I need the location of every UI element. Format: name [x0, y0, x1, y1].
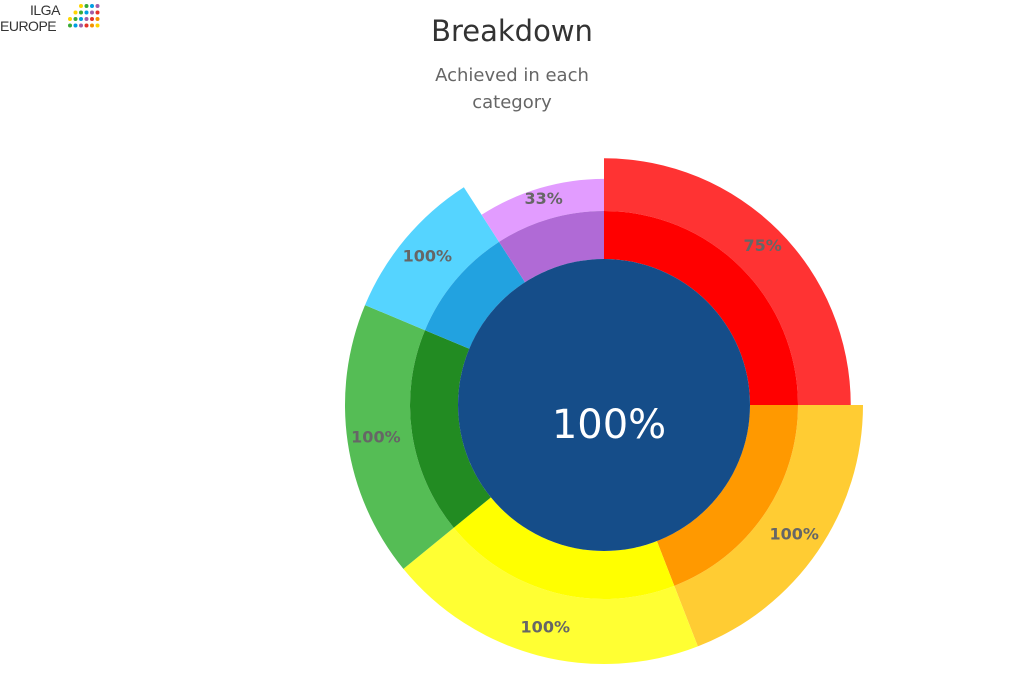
center-label: 100%	[552, 402, 666, 448]
logo-dot	[90, 17, 94, 21]
logo-dot	[73, 10, 78, 15]
segment-label: 33%	[524, 189, 562, 208]
segment-label: 100%	[351, 428, 400, 447]
outer-segment	[403, 527, 698, 665]
logo-dot	[90, 23, 94, 28]
logo-dot	[79, 4, 83, 8]
logo-dot	[73, 17, 78, 21]
logo-text-ilga: ILGA	[30, 2, 60, 18]
logo-dot	[95, 23, 100, 28]
inner-segment	[410, 330, 491, 528]
segment-label: 100%	[403, 246, 452, 265]
segment-label: 100%	[521, 617, 570, 636]
logo-dot	[84, 23, 89, 28]
logo-dot	[68, 23, 72, 28]
inner-segment	[453, 497, 675, 599]
outer-segment	[365, 187, 500, 331]
segment-labels: 75% 100% 100% 100% 100% 33%	[351, 189, 819, 636]
logo-dot	[79, 23, 83, 28]
logo-dot	[79, 17, 83, 21]
inner-ring	[410, 211, 798, 599]
segment-label: 75%	[744, 236, 782, 255]
segment-label: 100%	[770, 525, 819, 544]
center-disc	[458, 259, 750, 551]
inner-segment	[656, 405, 798, 586]
logo-text-europe: EUROPE	[0, 18, 57, 34]
logo-dot	[84, 4, 89, 8]
logo-dot	[90, 4, 94, 8]
inner-segment	[604, 211, 798, 405]
logo-dots-icon	[68, 4, 100, 28]
logo-dot	[68, 17, 72, 21]
outer-segment	[604, 158, 851, 405]
logo-dot	[95, 17, 100, 21]
outer-segment	[674, 405, 863, 647]
outer-ring	[345, 158, 863, 665]
outer-segment	[481, 178, 604, 242]
outer-segment	[345, 305, 454, 569]
logo-dot	[90, 10, 94, 15]
inner-segment	[425, 241, 525, 349]
logo-dot	[84, 17, 89, 21]
logo-dot	[79, 10, 83, 15]
logo-dot	[84, 10, 89, 15]
chart-subtitle: Achieved in each category	[435, 65, 589, 113]
logo-dot	[95, 4, 100, 8]
logo-dot	[95, 10, 100, 15]
ilga-europe-logo: ILGA EUROPE	[0, 0, 110, 40]
inner-segment	[499, 211, 604, 283]
logo-dot	[73, 23, 78, 28]
chart-title: Breakdown	[431, 14, 593, 48]
